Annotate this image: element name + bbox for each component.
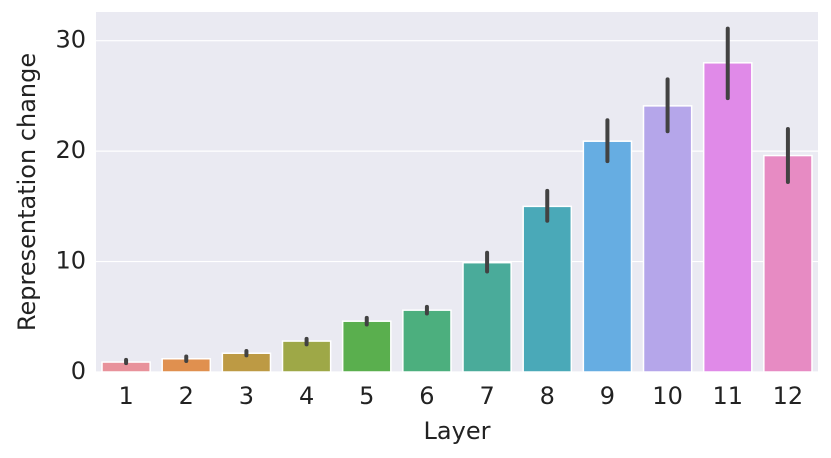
x-axis-label: Layer [424,417,491,445]
x-tick-label: 8 [540,382,555,410]
bar [402,309,452,373]
x-tick-label: 10 [652,382,683,410]
plot-area [96,12,818,372]
y-tick-label: 30 [55,26,86,54]
y-tick-label: 0 [71,357,86,385]
bar [522,205,573,373]
bar [462,261,512,373]
bar [642,105,693,373]
x-tick-label: 6 [419,382,434,410]
x-tick-label: 5 [359,382,374,410]
bar [702,62,753,373]
x-tick-label: 4 [299,382,314,410]
y-tick-label: 10 [55,247,86,275]
x-tick-label: 1 [118,382,133,410]
x-tick-label: 3 [239,382,254,410]
x-tick-label: 9 [600,382,615,410]
y-axis-label: Representation change [13,53,41,331]
y-tick-label: 20 [55,136,86,164]
bar [763,154,813,373]
x-tick-label: 2 [179,382,194,410]
x-tick-label: 12 [773,382,804,410]
bar [341,320,392,373]
bar [582,140,633,373]
x-tick-label: 11 [712,382,743,410]
x-tick-label: 7 [479,382,494,410]
